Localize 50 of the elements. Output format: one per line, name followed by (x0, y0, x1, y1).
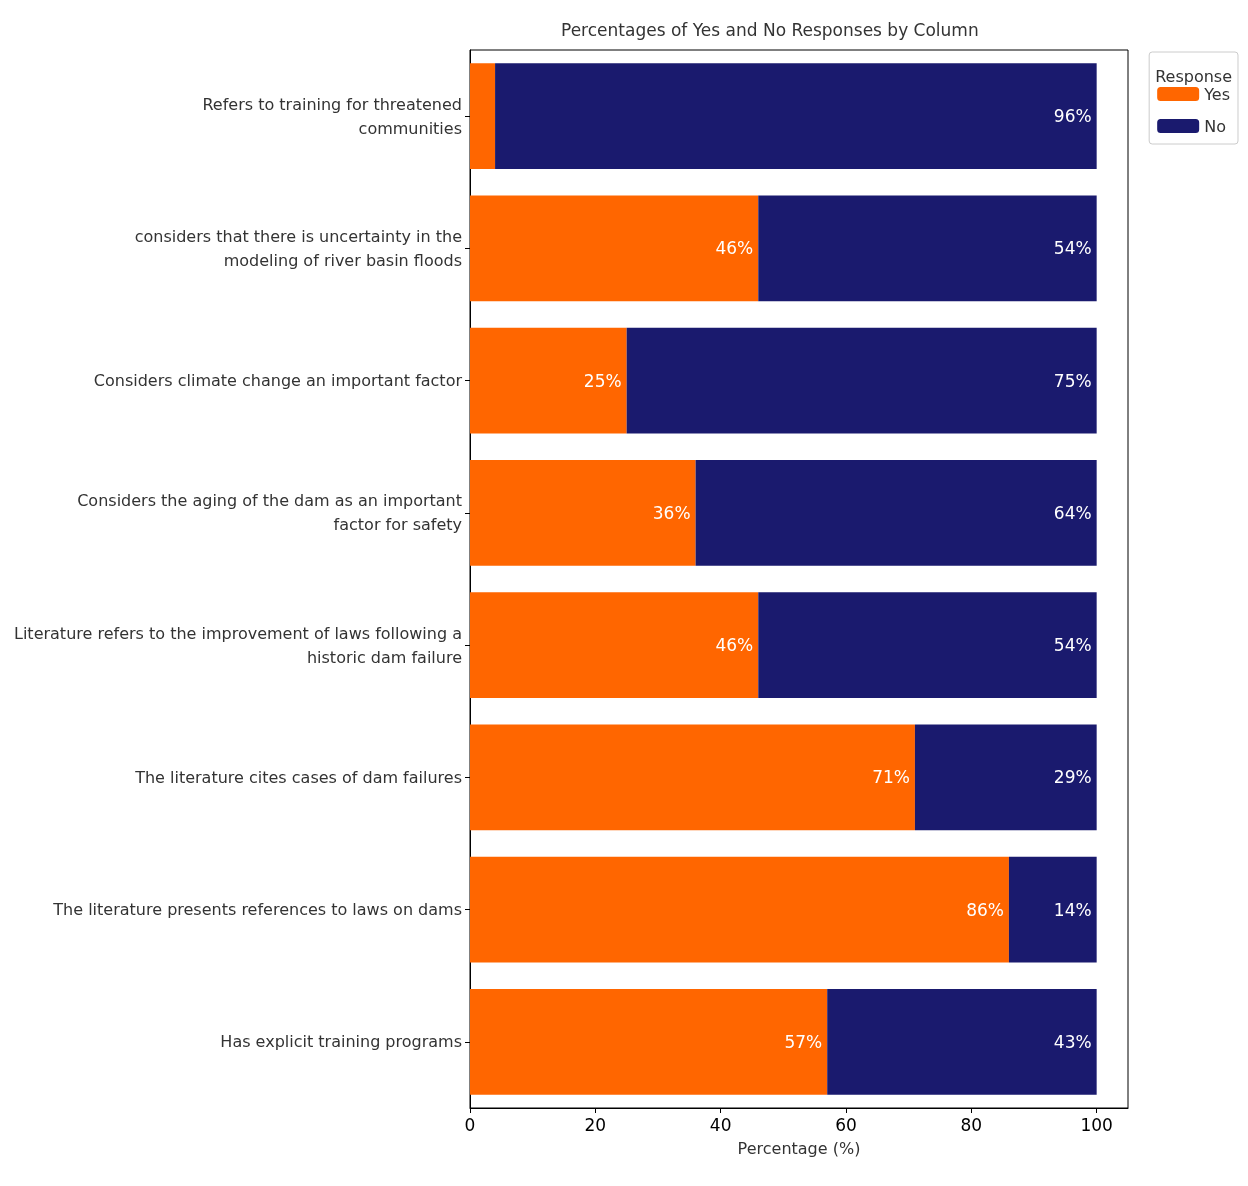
data-label: 75% (1053, 370, 1092, 391)
bar (470, 327, 627, 434)
legend-label: Yes (1203, 84, 1230, 104)
bar (626, 327, 1097, 434)
data-label: 46% (715, 635, 754, 656)
bar (758, 592, 1097, 699)
y-tick-label: Has explicit training programs (220, 1032, 462, 1052)
data-label: 46% (715, 238, 754, 259)
data-label: 96% (1053, 106, 1092, 127)
data-label: 54% (1053, 635, 1092, 656)
legend-title: Response (1155, 66, 1232, 86)
bar (695, 459, 1097, 566)
bar (495, 63, 1097, 170)
bar (470, 724, 915, 831)
x-tick-label: 40 (709, 1114, 732, 1135)
y-tick-label: Considers climate change an important factor (93, 371, 463, 391)
data-label: 29% (1053, 767, 1092, 788)
data-label: 36% (652, 502, 691, 523)
bar (914, 724, 1097, 831)
bar (470, 195, 759, 302)
bar (470, 856, 1009, 963)
x-tick-label: 80 (960, 1114, 983, 1135)
bar (470, 988, 828, 1095)
data-label: 54% (1053, 238, 1092, 259)
bar (827, 988, 1097, 1095)
data-label: 14% (1053, 899, 1092, 920)
x-tick-label: 0 (464, 1114, 476, 1135)
chart-title: Percentages of Yes and No Responses by Column (561, 19, 979, 40)
data-label: 64% (1053, 502, 1092, 523)
data-label: 57% (784, 1031, 823, 1052)
y-tick-label: The literature cites cases of dam failures (134, 767, 462, 787)
x-axis-title: Percentage (%) (737, 1138, 861, 1158)
bar (470, 459, 696, 566)
data-label: 86% (966, 899, 1004, 920)
x-tick-label: 20 (584, 1114, 607, 1135)
legend-label: No (1204, 116, 1226, 136)
bar (1008, 856, 1097, 963)
x-tick-label: 100 (1080, 1114, 1113, 1135)
data-label: 71% (872, 767, 910, 788)
bar (758, 195, 1097, 302)
bar (470, 592, 759, 699)
data-label: 25% (583, 370, 622, 391)
bar (470, 63, 496, 170)
y-tick-label: considers that there is uncertainty in the modeling of river basin floods (134, 226, 462, 270)
y-tick-label: The literature presents references to laws on dams (52, 900, 462, 920)
y-tick-label: Literature refers to the improvement of laws following a historic dam failure (14, 623, 462, 667)
data-label: 43% (1053, 1031, 1092, 1052)
x-tick-label: 60 (835, 1114, 857, 1135)
y-tick-label: Refers to training for threatened communities (202, 94, 462, 138)
y-tick-label: Considers the aging of the dam as an important factor for safety (77, 491, 462, 535)
